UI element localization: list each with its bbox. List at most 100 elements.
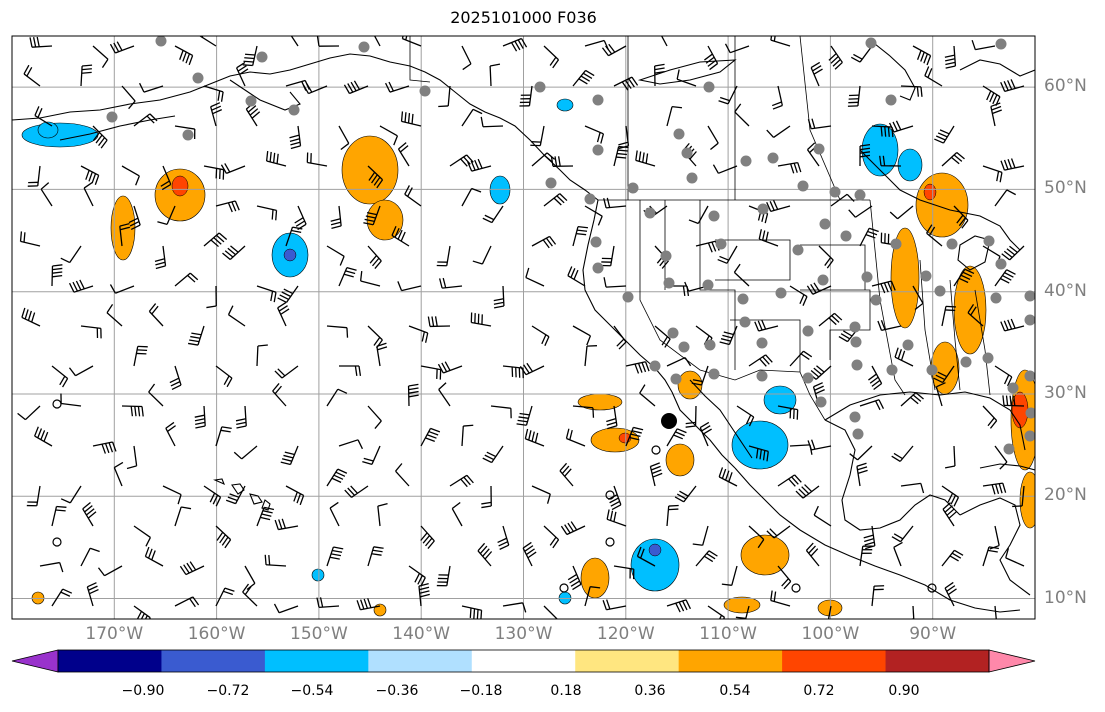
wind-barb	[80, 64, 93, 87]
wind-barb	[606, 509, 627, 527]
wind-barb	[531, 235, 557, 249]
station-dot	[756, 370, 768, 382]
contour-core	[283, 248, 297, 262]
wind-barb	[461, 108, 483, 127]
wind-barb	[1005, 548, 1025, 567]
wind-barb	[982, 165, 1003, 183]
wind-barb	[174, 125, 196, 140]
calm-wind-circle	[559, 583, 569, 593]
wind-barb	[60, 245, 82, 264]
wind-barb	[900, 392, 924, 407]
colorbar-tick-label: −0.54	[290, 683, 334, 699]
contour-core	[923, 183, 937, 201]
wind-barb	[893, 541, 903, 567]
station-dot	[1024, 430, 1035, 442]
wind-barb	[685, 405, 697, 428]
wind-barb	[39, 561, 64, 573]
wind-barb	[712, 164, 738, 174]
wind-barb	[206, 285, 217, 309]
wind-barb	[758, 229, 779, 247]
wind-barb	[636, 546, 656, 567]
station-dot	[1024, 314, 1035, 326]
station-dot	[849, 411, 861, 423]
wind-barb	[891, 445, 914, 462]
wind-barb	[519, 362, 545, 376]
wind-barb	[493, 285, 505, 309]
wind-barb	[572, 225, 589, 247]
wind-barb	[531, 485, 551, 504]
station-dot	[592, 94, 604, 106]
wind-barb	[584, 205, 603, 226]
colorbar-extend-low	[11, 649, 59, 673]
longitude-label: 130°W	[494, 624, 553, 644]
wind-barb	[719, 325, 738, 346]
wind-barb	[373, 36, 381, 47]
wind-barb	[461, 424, 474, 447]
latitude-label: 30°N	[1044, 382, 1087, 403]
wind-barb	[654, 325, 671, 348]
wind-barb	[666, 428, 687, 447]
contour-region	[731, 420, 789, 470]
wind-barb	[560, 521, 586, 536]
filled-contour-layer	[21, 98, 1035, 617]
wind-barb	[194, 405, 206, 429]
wind-barb	[80, 325, 102, 339]
wind-barb	[639, 384, 656, 407]
wind-barb	[871, 585, 885, 607]
wind-barb	[859, 399, 885, 411]
wind-barb	[941, 305, 956, 327]
wind-barb	[994, 605, 997, 619]
station-dot	[813, 143, 825, 155]
wind-barb	[900, 482, 925, 494]
wind-barb	[439, 277, 463, 289]
wind-barb	[766, 200, 791, 213]
wind-barb	[848, 205, 873, 218]
wind-barb	[92, 441, 117, 454]
wind-barb	[777, 565, 792, 590]
wind-barb	[613, 145, 629, 167]
station-dot	[775, 287, 787, 299]
wind-barb	[280, 445, 299, 466]
contour-region	[665, 443, 695, 477]
coastline-layer	[12, 39, 1035, 613]
station-dot	[890, 238, 902, 250]
wind-barb	[363, 205, 381, 226]
station-dot	[182, 129, 194, 141]
station-dot	[245, 95, 257, 107]
wind-barb	[289, 125, 302, 150]
wind-barb	[830, 193, 855, 207]
wind-barb	[121, 165, 140, 186]
station-dot	[715, 238, 727, 250]
calm-wind-circle	[605, 490, 615, 500]
wind-barb	[316, 597, 340, 609]
wind-barb	[934, 125, 955, 144]
station-dot	[703, 81, 715, 93]
wind-barb	[543, 193, 568, 207]
wind-barb	[367, 405, 382, 429]
gridlines	[12, 36, 1035, 619]
wind-barb	[695, 550, 718, 567]
wind-barb	[748, 445, 769, 462]
wind-barb	[472, 245, 492, 265]
wind-barb	[326, 245, 345, 266]
wind-barb	[531, 152, 556, 167]
colorbar	[11, 649, 1036, 673]
calm-wind-circle	[791, 583, 801, 593]
wind-barb	[344, 485, 369, 498]
wind-barb	[724, 43, 750, 54]
wind-barb	[550, 156, 574, 167]
wind-barb	[60, 485, 82, 504]
colorbar-tick-label: −0.90	[121, 683, 165, 699]
wind-barb	[818, 312, 843, 327]
wind-barb	[994, 365, 1013, 387]
wind-barb	[733, 263, 750, 287]
wind-barb	[530, 125, 545, 147]
colorbar-segment	[161, 650, 266, 672]
wind-barb	[80, 165, 100, 185]
colorbar-segment	[885, 650, 990, 672]
contour-region	[580, 557, 610, 599]
wind-barb	[584, 125, 605, 144]
wind-barb	[1000, 318, 1025, 332]
wind-barb	[215, 525, 232, 549]
map-frame	[11, 35, 1036, 620]
